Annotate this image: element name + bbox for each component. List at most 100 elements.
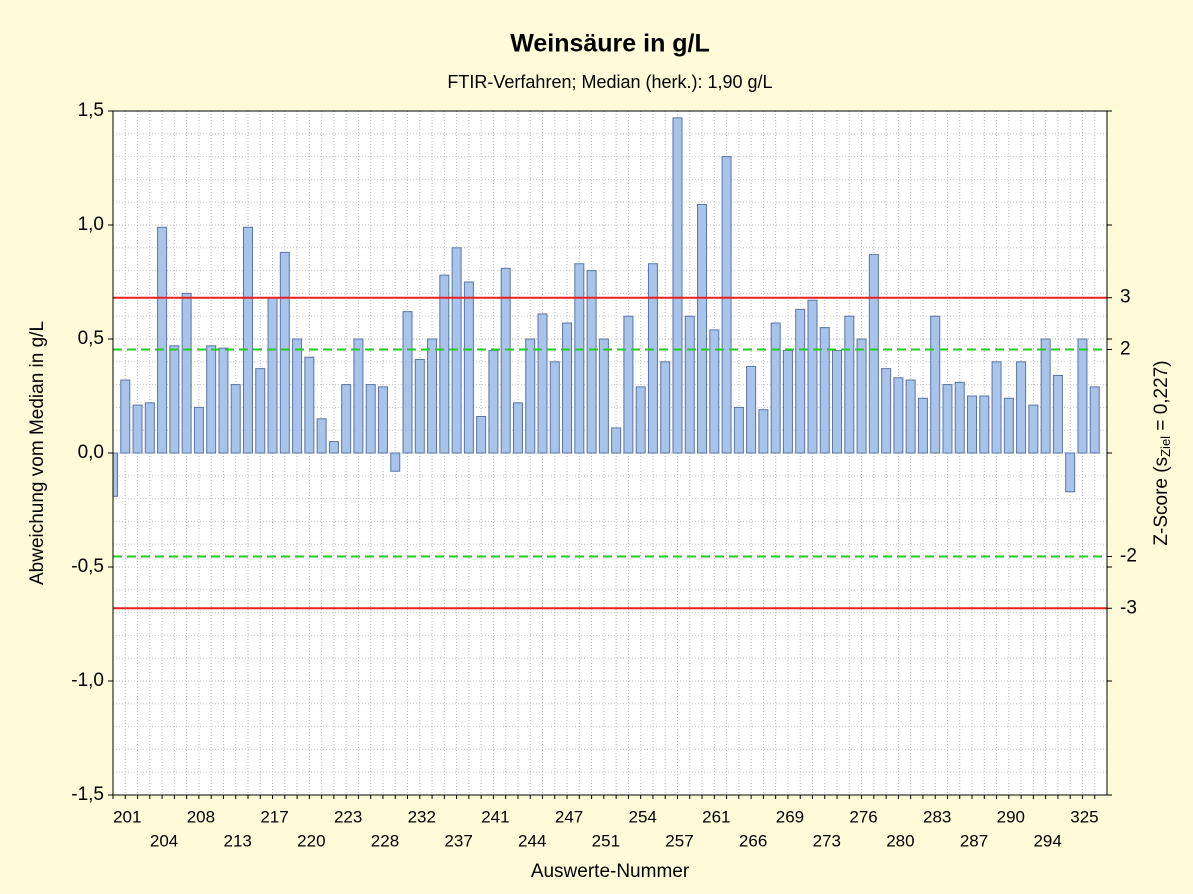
y2-axis-label: Z-Score (sZiel = 0,227) [1151,360,1173,545]
y-tick-label: -1,0 [71,670,104,691]
x-tick-label: 280 [886,831,914,850]
bar [893,377,904,454]
bar [427,338,438,454]
chart-subtitle: FTIR-Verfahren; Median (herk.): 1,90 g/L [447,72,772,92]
bar [1016,361,1027,454]
bar [365,384,376,454]
y-tick-label: 0,0 [78,442,104,463]
bar [328,441,339,454]
bar [1040,338,1051,454]
bar [169,345,180,454]
bar [341,384,352,454]
bar [1028,404,1039,454]
x-axis-label: Auswerte-Nummer [531,861,690,882]
bar [206,345,217,454]
bar [500,267,511,454]
bar [967,395,978,454]
bar [267,297,278,454]
y2-label-part: Z-Score (s [1151,457,1172,546]
bar [746,365,757,454]
bar [242,226,253,454]
bar [635,386,646,454]
y-tick-label: -0,5 [71,556,104,577]
bar [942,384,953,454]
bar [868,254,879,454]
bar [721,156,732,454]
x-tick-label: 290 [997,807,1025,826]
bar [930,315,941,454]
bar [549,361,560,454]
bar [255,368,266,454]
bar [488,349,499,454]
bar [917,397,928,454]
x-tick-label: 241 [481,807,509,826]
bar [611,427,622,454]
y-tick-label: 1,0 [78,214,104,235]
bar [881,368,892,454]
bar [660,361,671,454]
bar [709,329,720,454]
y2-label-part: = 0,227) [1151,360,1172,436]
bar [1089,386,1100,454]
bar [991,361,1002,454]
x-tick-label: 269 [776,807,804,826]
x-tick-label: 244 [518,831,546,850]
bar [856,338,867,454]
bar [844,315,855,454]
bar [230,384,241,454]
x-tick-label: 201 [113,807,141,826]
bar [623,315,634,454]
bar [304,356,315,454]
bar [537,313,548,454]
chart-title: Weinsäure in g/L [510,30,710,58]
x-tick-label: 237 [444,831,472,850]
bar [390,452,401,472]
x-tick-label: 208 [187,807,215,826]
bar [1077,338,1088,454]
x-tick-label: 213 [224,831,252,850]
bar [439,274,450,454]
x-tick-label: 247 [555,807,583,826]
bar [832,349,843,454]
bar [819,327,830,454]
x-tick-label: 266 [739,831,767,850]
bar [807,299,818,454]
x-tick-label: 251 [592,831,620,850]
bar [954,381,965,454]
bar [181,292,192,454]
y2-tick-label: 3 [1120,287,1131,308]
bar [525,338,536,454]
x-tick-label: 325 [1070,807,1098,826]
bar [113,452,118,497]
bar [684,315,695,454]
bar [733,406,744,454]
y-tick-label: 1,5 [78,100,104,121]
bar [905,379,916,454]
bar [157,226,168,454]
x-tick-label: 276 [849,807,877,826]
bar [574,263,585,454]
bar [132,404,143,454]
bar [598,338,609,454]
bar [758,409,769,454]
x-tick-label: 204 [150,831,178,850]
bar [512,402,523,454]
bar [279,251,290,454]
bar [672,117,683,454]
bar [414,359,425,454]
x-tick-label: 273 [813,831,841,850]
y-tick-label: 0,5 [78,328,104,349]
bar [1003,397,1014,454]
y2-tick-label: -2 [1120,546,1137,567]
bar [1065,452,1076,493]
bar [586,270,597,454]
bar [979,395,990,454]
bar [1052,374,1063,454]
bar [353,338,364,454]
y-axis-label: Abweichung vom Median in g/L [27,321,48,585]
bar [402,311,413,454]
bar [144,402,155,454]
bar [218,347,229,454]
x-tick-label: 261 [702,807,730,826]
